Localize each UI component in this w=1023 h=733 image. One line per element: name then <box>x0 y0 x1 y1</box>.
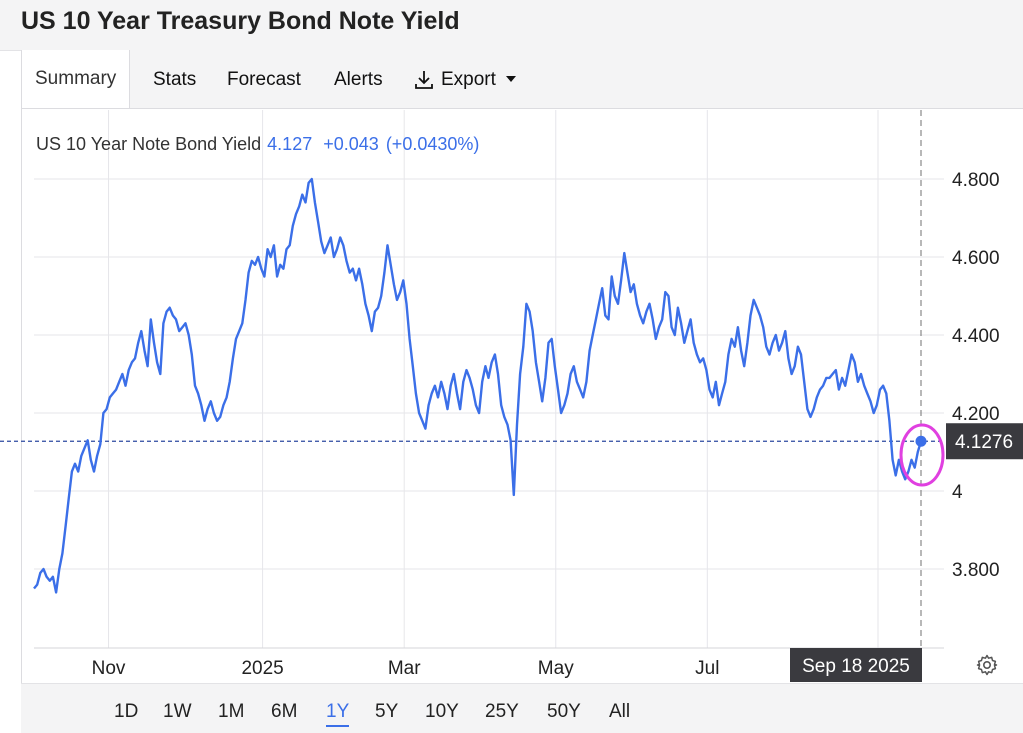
chart-panel: Summary Stats Forecast Alerts Export <box>21 50 1023 732</box>
tab-alerts[interactable]: Alerts <box>334 69 383 90</box>
y-tick-label: 3.800 <box>952 560 1000 581</box>
range-1y[interactable]: 1Y <box>326 701 350 727</box>
y-tick-label: 4.800 <box>952 170 1000 191</box>
page-title: US 10 Year Treasury Bond Note Yield <box>21 7 460 35</box>
range-10y[interactable]: 10Y <box>425 701 459 722</box>
current-value-label: 4.1276 <box>955 432 1013 453</box>
range-1d[interactable]: 1D <box>114 701 139 722</box>
range-1w[interactable]: 1W <box>163 701 192 722</box>
tab-stats[interactable]: Stats <box>153 69 197 90</box>
gear-icon[interactable] <box>975 653 999 677</box>
current-point <box>915 435 927 447</box>
tab-summary[interactable]: Summary <box>22 50 131 108</box>
range-25y[interactable]: 25Y <box>485 701 519 722</box>
legend-value: 4.127 <box>267 134 313 154</box>
chevron-down-icon[interactable] <box>506 76 516 82</box>
x-tick-label: May <box>538 658 574 679</box>
range-all[interactable]: All <box>609 701 631 722</box>
x-tick-label: Nov <box>92 658 126 679</box>
chart-legend: US 10 Year Note Bond Yield 4.127 +0.043 (… <box>36 134 479 155</box>
range-1m[interactable]: 1M <box>218 701 245 722</box>
range-selector: 1D 1W 1M 6M 1Y 5Y 10Y 25Y 50Y All <box>21 683 1023 733</box>
tab-export[interactable]: Export <box>441 69 496 90</box>
title-bar: US 10 Year Treasury Bond Note Yield <box>0 0 1023 51</box>
legend-change-pct: (+0.0430%) <box>385 134 480 154</box>
range-5y[interactable]: 5Y <box>375 701 399 722</box>
series-line <box>33 177 923 594</box>
tab-forecast[interactable]: Forecast <box>227 69 301 90</box>
x-tick-label: Jul <box>695 658 719 679</box>
current-value-badge <box>946 423 1023 460</box>
range-6m[interactable]: 6M <box>271 701 298 722</box>
x-tick-label: 2025 <box>241 658 283 679</box>
download-icon[interactable] <box>413 69 435 91</box>
highlight-circle <box>899 423 945 487</box>
range-50y[interactable]: 50Y <box>547 701 581 722</box>
tab-bar: Summary Stats Forecast Alerts Export <box>22 50 1023 109</box>
crosshair-date-label: Sep 18 2025 <box>802 656 910 677</box>
y-tick-label: 4.400 <box>952 326 1000 347</box>
legend-change: +0.043 <box>323 134 379 154</box>
legend-series-name: US 10 Year Note Bond Yield <box>36 134 262 154</box>
y-tick-label: 4.600 <box>952 248 1000 269</box>
crosshair-date-badge <box>790 648 922 682</box>
y-tick-label: 4 <box>952 482 963 503</box>
x-tick-label: Mar <box>388 658 421 679</box>
y-tick-label: 4.200 <box>952 404 1000 425</box>
